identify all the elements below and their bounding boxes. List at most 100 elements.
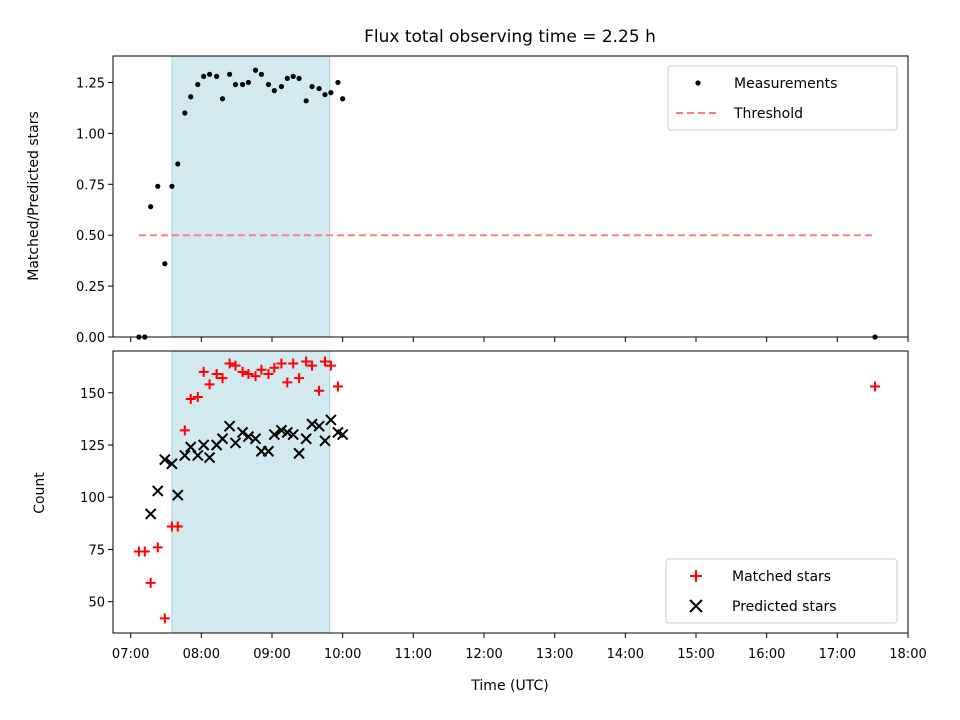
top-y-tick-label: 0.00 (76, 331, 105, 346)
top-y-tick-label: 0.75 (76, 178, 105, 193)
bottom-x-tick-label: 15:00 (677, 647, 714, 662)
bottom-legend-marker-swatch (689, 599, 703, 613)
bottom-series-1-point (325, 414, 337, 426)
bottom-y-tick-label: 150 (80, 387, 105, 402)
top-series-0-point (316, 85, 322, 92)
top-legend-box (667, 65, 898, 131)
chart-title: Flux total observing time = 2.25 h (364, 27, 656, 47)
bottom-series-0-point (145, 577, 156, 588)
bottom-series-0-point (152, 542, 163, 553)
top-series-0-point (219, 96, 226, 102)
bottom-series-0-point (294, 373, 305, 384)
bottom-series-0-point (263, 368, 274, 379)
bottom-series-1-point (336, 428, 349, 441)
bottom-observing-window (171, 350, 331, 634)
top-observing-window (171, 55, 331, 338)
top-y-tick-label: 0.50 (76, 229, 105, 244)
bottom-series-0-point (320, 356, 330, 367)
bottom-series-0-point (325, 360, 336, 371)
bottom-series-1-point (223, 420, 236, 432)
bottom-x-tick-label: 11:00 (395, 647, 432, 662)
bottom-series-0-point (314, 385, 325, 396)
top-series-0-point (195, 81, 201, 88)
top-series-0-point (284, 75, 290, 81)
bottom-series-0-point (172, 521, 183, 532)
top-series-0-point (278, 83, 285, 90)
bottom-y-tick-label: 75 (88, 543, 105, 558)
bottom-series-1-point (192, 449, 204, 462)
top-y-tick-label: 1.25 (76, 76, 105, 91)
bottom-series-0-point (224, 358, 235, 369)
bottom-x-tick-label: 17:00 (819, 647, 856, 662)
top-plot-frame (112, 55, 909, 338)
top-panel: 0.00 0.25 0.50 0.75 1.00 1.25 Measurements Thre… (76, 55, 909, 346)
bottom-legend-label: Matched stars (732, 569, 831, 585)
bottom-series-0-point (237, 366, 248, 377)
bottom-y-tick-label: 50 (88, 596, 105, 611)
bottom-series-1-point (229, 437, 242, 449)
top-series-0-point (169, 183, 175, 189)
top-series-0-point (322, 92, 328, 98)
top-series-0-point (227, 71, 233, 77)
bottom-series-1-point (242, 430, 255, 443)
bottom-y-axis-label: Count (32, 472, 48, 514)
bottom-series-0-point (159, 613, 170, 624)
bottom-series-1-point (216, 433, 229, 445)
bottom-series-0-point (301, 356, 312, 367)
top-series-0-point (303, 98, 309, 104)
top-y-tick-label: 0.25 (76, 280, 105, 295)
bottom-y-tick-label: 100 (80, 491, 105, 506)
bottom-series-0-point (179, 425, 190, 436)
top-series-0-point (162, 261, 168, 267)
bottom-series-0-point (870, 381, 881, 392)
bottom-series-0-point (307, 360, 318, 371)
top-series-0-point (239, 81, 246, 88)
bottom-legend-box (665, 558, 898, 624)
bottom-series-0-point (256, 364, 267, 375)
bottom-series-0-point (204, 379, 215, 390)
bottom-panel: 50 75 100 125 150 07:00 08:00 09:00 10:00 11:00 12… (80, 350, 927, 662)
top-series-0-point (335, 79, 341, 86)
bottom-x-tick-label: 16:00 (748, 647, 785, 662)
bottom-series-1-point (236, 426, 249, 439)
bottom-x-tick-label: 10:00 (324, 647, 361, 662)
bottom-series-1-point (179, 449, 191, 462)
top-series-0-point (188, 94, 194, 100)
bottom-series-1-point (306, 418, 318, 430)
top-series-0-point (258, 71, 264, 77)
bottom-series-0-point (282, 377, 293, 388)
bottom-x-tick-label: 14:00 (607, 647, 644, 662)
top-y-tick-label: 1.00 (76, 127, 105, 142)
bottom-series-1-point (313, 420, 325, 432)
top-series-0-point (232, 81, 239, 88)
top-series-0-point (245, 79, 252, 86)
bottom-series-1-point (144, 508, 157, 520)
bottom-series-1-point (262, 445, 275, 457)
bottom-x-tick-label: 18:00 (889, 647, 926, 662)
bottom-plot-frame (112, 350, 909, 634)
top-legend-marker-swatch (695, 80, 701, 86)
bottom-series-0-point (332, 381, 343, 392)
bottom-series-0-point (250, 371, 261, 382)
bottom-series-1-point (268, 428, 281, 441)
top-legend-label: Measurements (734, 76, 837, 92)
bottom-series-0-point (269, 362, 280, 373)
bottom-series-1-point (203, 451, 216, 464)
bottom-series-1-point (197, 439, 210, 451)
bottom-series-0-point (230, 360, 241, 371)
top-series-0-point (182, 110, 188, 116)
bottom-series-1-point (249, 433, 262, 445)
bottom-series-0-point (211, 368, 222, 379)
top-legend: Measurements Threshold (667, 65, 898, 131)
top-series-0-point (265, 81, 272, 88)
bottom-series-1-point (152, 485, 164, 497)
bottom-y-tick-label: 125 (80, 439, 105, 454)
bottom-series-1-point (172, 489, 184, 501)
bottom-x-tick-label: 12:00 (465, 647, 502, 662)
bottom-legend: Matched stars Predicted stars (665, 558, 898, 624)
top-y-axis-label: Matched/Predicted stars (26, 111, 42, 281)
bottom-series-1-point (293, 447, 305, 460)
bottom-series-1-point (319, 435, 331, 447)
bottom-x-tick-label: 09:00 (253, 647, 290, 662)
bottom-x-tick-label: 08:00 (183, 647, 220, 662)
